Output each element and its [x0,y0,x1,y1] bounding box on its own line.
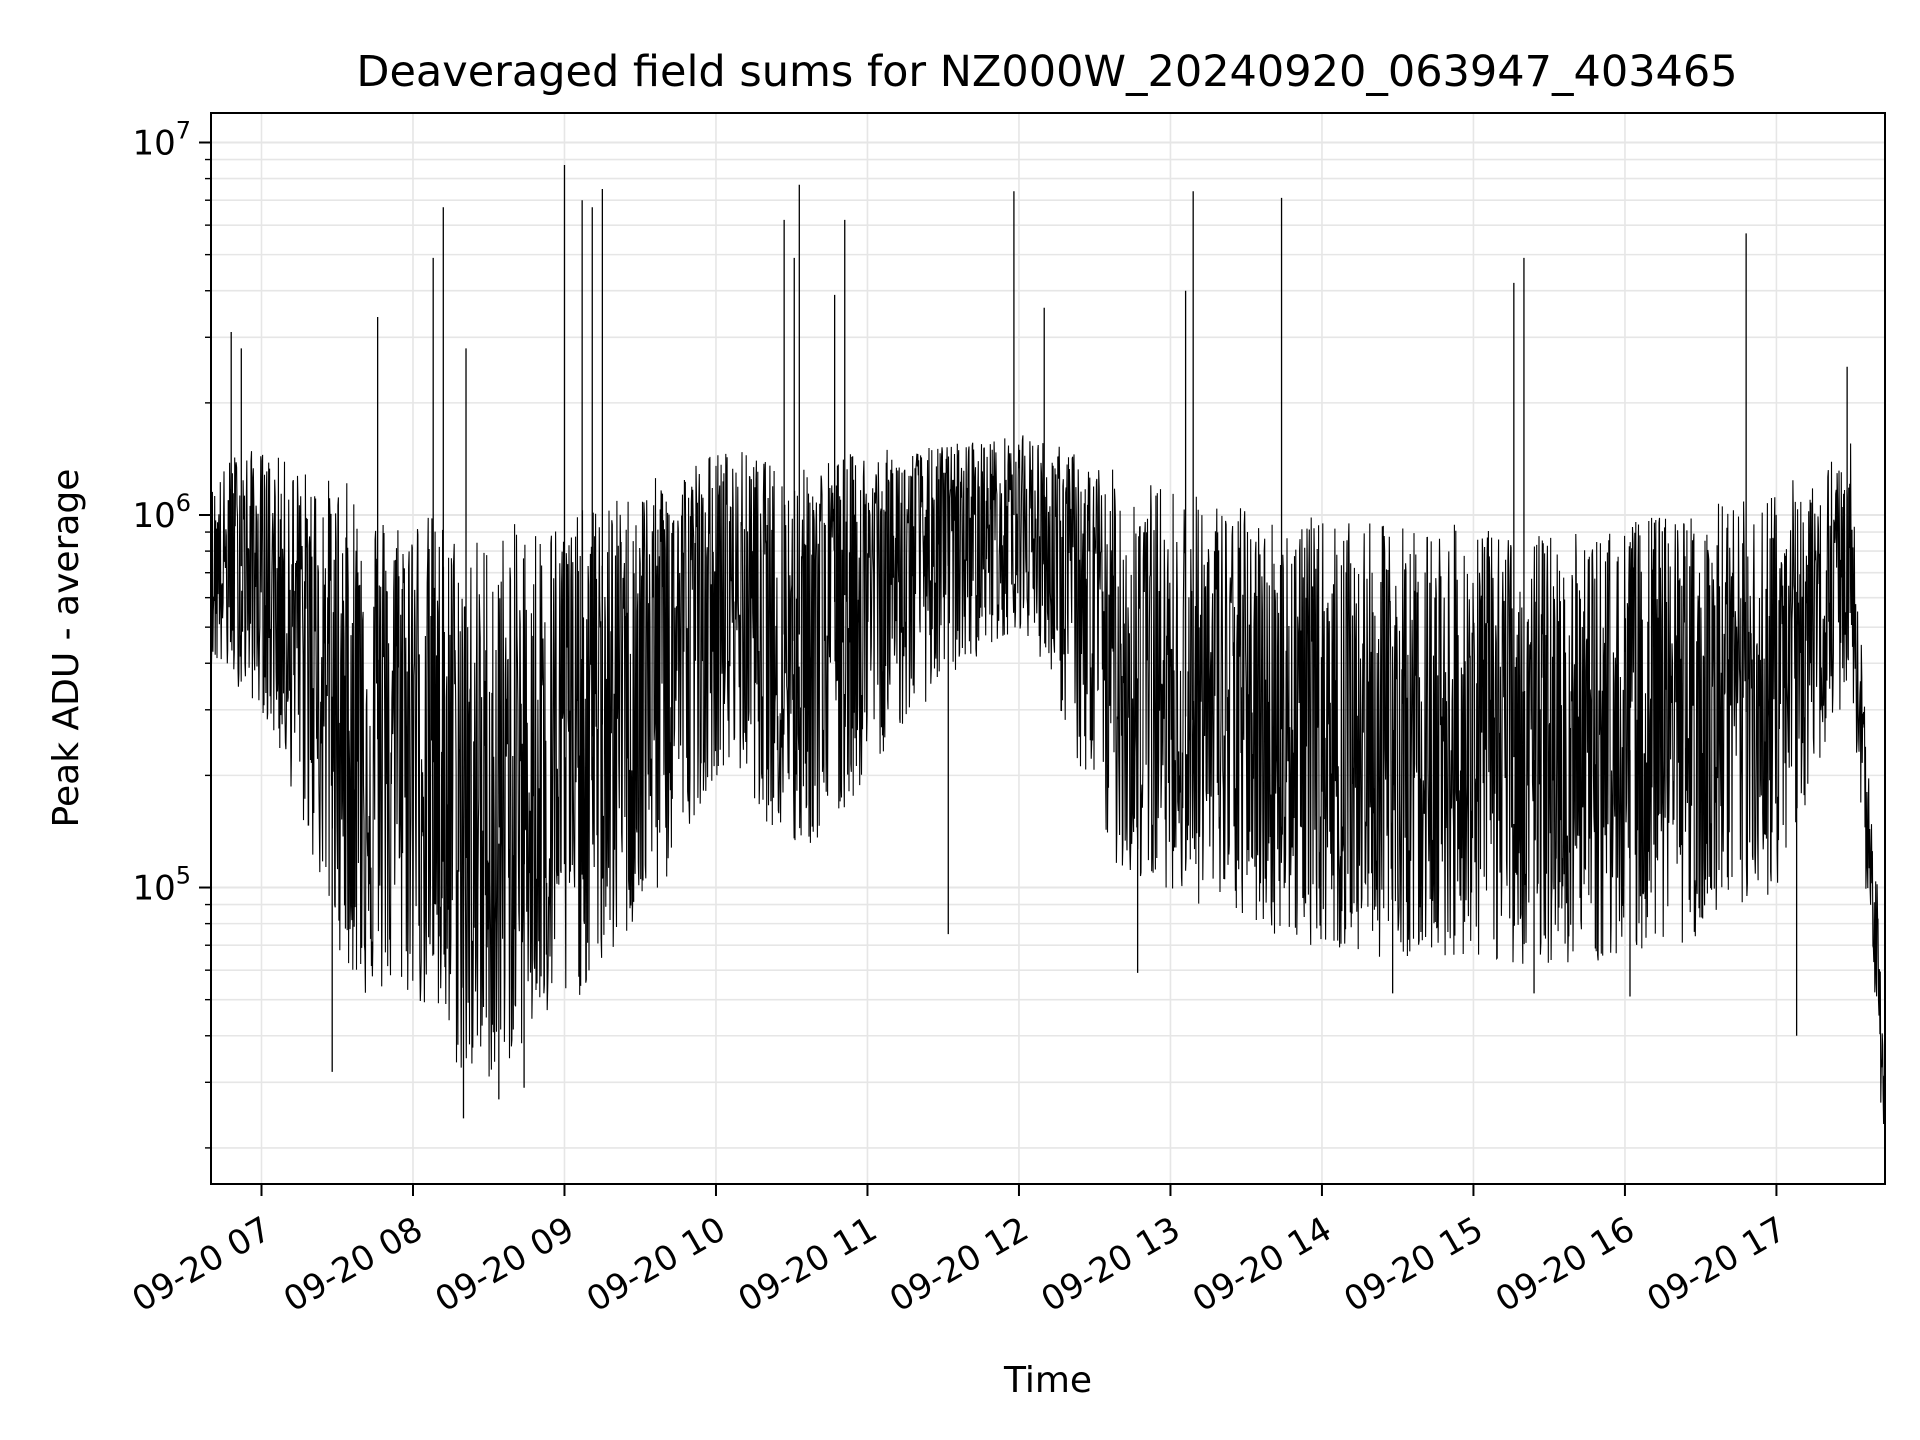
y-tick-base: 10 [132,869,175,909]
y-tick-base: 10 [132,496,175,536]
chart-title: Deaveraged field sums for NZ000W_2024092… [356,47,1737,97]
y-tick-exponent: 7 [176,116,191,144]
series-line [210,435,1886,1125]
y-tick-base: 10 [132,123,175,163]
plot-frame [210,112,1886,1185]
y-tick-label: 106 [132,489,191,536]
y-tick-exponent: 5 [176,862,191,890]
y-tick-label: 107 [132,116,191,163]
y-tick-exponent: 6 [176,489,191,517]
y-axis-label: Peak ADU - average [46,469,87,828]
y-tick-label: 105 [132,862,191,909]
x-axis-label: Time [1003,1360,1092,1401]
series-layer [210,165,1886,1157]
